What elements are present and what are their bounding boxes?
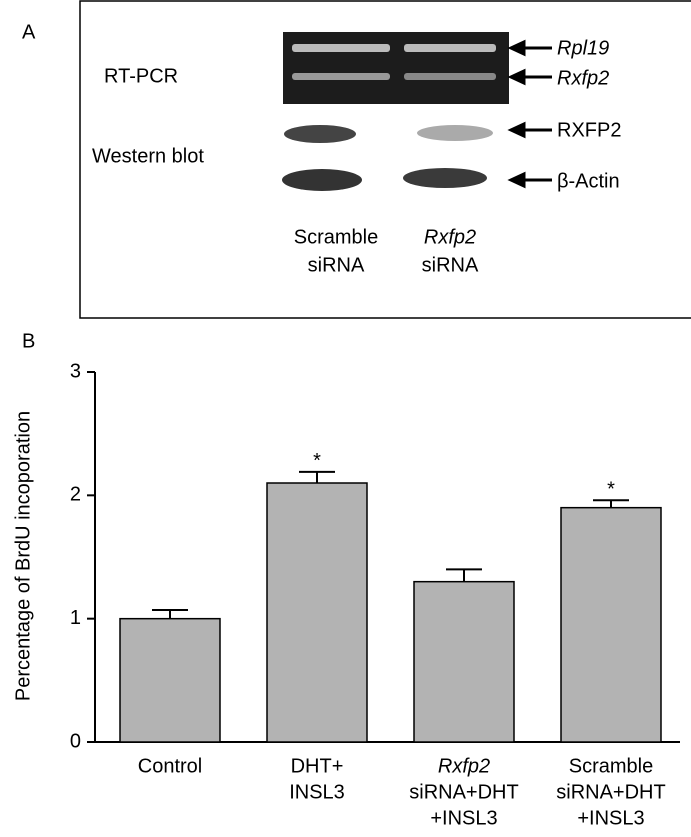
x-tick-label: +INSL3 <box>577 807 644 829</box>
panel-label: A <box>22 21 36 43</box>
gel-band <box>292 73 390 80</box>
x-tick-label: DHT+ <box>291 755 344 777</box>
x-tick-label: Scramble <box>569 755 653 777</box>
x-tick-label: siRNA+DHT <box>556 781 665 803</box>
y-tick-label: 0 <box>70 730 81 752</box>
bar <box>120 619 220 742</box>
gel-band <box>292 44 390 52</box>
x-tick-label: Control <box>138 755 202 777</box>
y-axis-label: Percentage of BrdU incoporation <box>12 411 34 701</box>
lane-label: Scramble <box>294 226 378 248</box>
x-tick-label: +INSL3 <box>430 807 497 829</box>
blot-band <box>284 125 356 143</box>
lane-label: siRNA <box>308 254 365 276</box>
bar <box>561 508 661 742</box>
x-tick-label: Rxfp2 <box>438 755 490 777</box>
x-tick-label: INSL3 <box>289 781 345 803</box>
arrows <box>511 42 552 186</box>
annotation: * <box>607 479 615 501</box>
x-tick-label: siRNA+DHT <box>409 781 518 803</box>
blot-band <box>282 169 362 191</box>
band-label: Rxfp2 <box>557 67 609 89</box>
y-tick-label: 3 <box>70 360 81 382</box>
figure: A RT-PCR Western blot Rpl19 Rxfp2 RXFP2 … <box>0 0 691 837</box>
y-tick-label: 2 <box>70 484 81 506</box>
row-label: Western blot <box>92 145 204 167</box>
row-label: RT-PCR <box>104 65 178 87</box>
bar <box>267 483 367 742</box>
lane-label: Rxfp2 <box>424 226 476 248</box>
blot-band <box>417 125 493 141</box>
gel <box>283 32 509 104</box>
panel-label: B <box>22 330 35 352</box>
annotation: * <box>313 450 321 472</box>
y-tick-label: 1 <box>70 607 81 629</box>
band-label: RXFP2 <box>557 119 621 141</box>
lane-label: siRNA <box>422 254 479 276</box>
band-label: β-Actin <box>557 170 620 192</box>
bar <box>414 582 514 742</box>
blot-band <box>403 168 487 188</box>
band-label: Rpl19 <box>557 37 609 59</box>
gel-band <box>404 73 496 80</box>
gel-band <box>404 44 496 52</box>
